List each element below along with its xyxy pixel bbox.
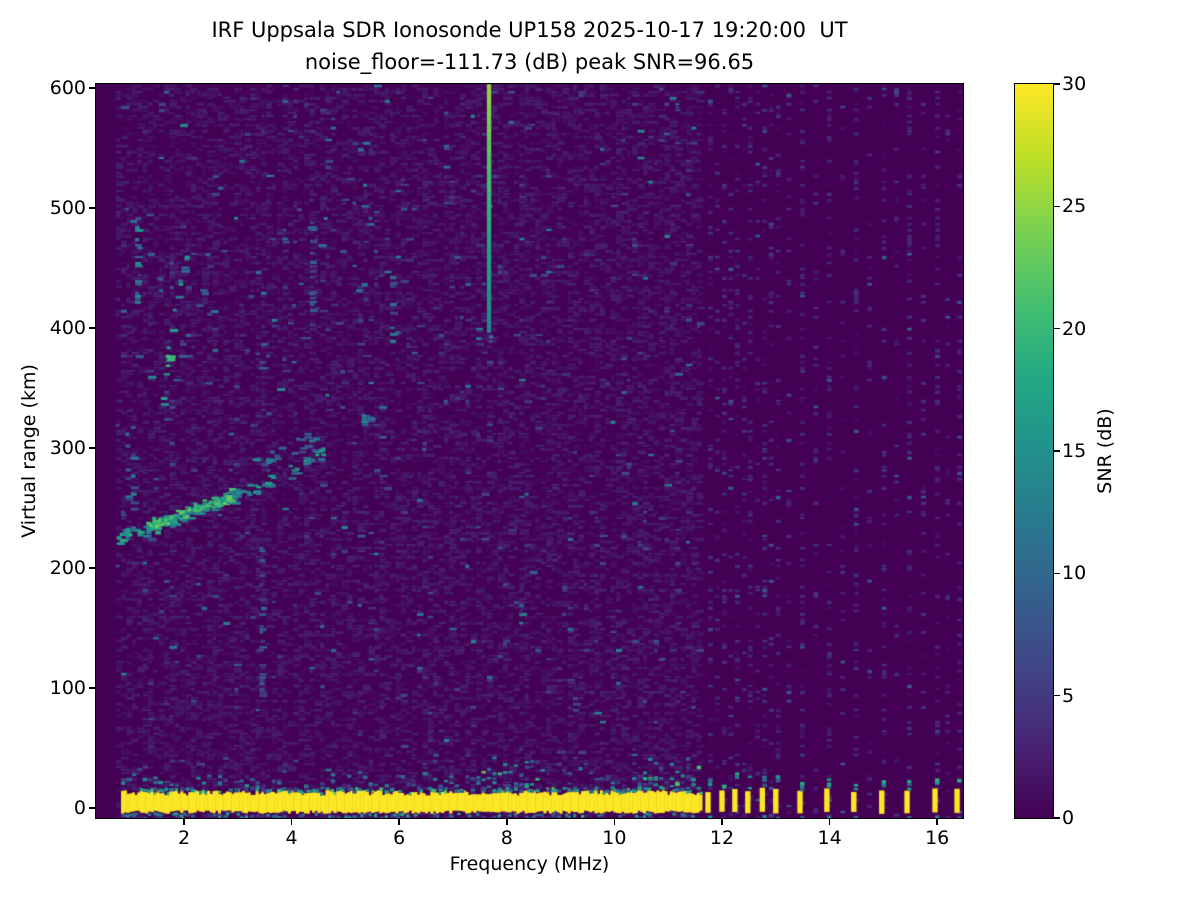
y-tick bbox=[89, 447, 96, 449]
x-tick bbox=[290, 818, 293, 825]
colorbar-tick bbox=[1053, 205, 1060, 208]
y-tick bbox=[89, 687, 96, 689]
y-tick-label: 100 bbox=[49, 677, 86, 700]
y-tick-label: 300 bbox=[49, 436, 86, 459]
x-axis-label: Frequency (MHz) bbox=[449, 853, 610, 875]
colorbar-tick bbox=[1053, 694, 1060, 697]
colorbar-tick-label: 10 bbox=[1062, 562, 1087, 585]
x-tick bbox=[613, 818, 616, 825]
colorbar-tick bbox=[1053, 83, 1060, 85]
colorbar-gradient bbox=[1015, 84, 1053, 818]
chart-title: IRF Uppsala SDR Ionosonde UP158 2025-10-… bbox=[211, 18, 848, 42]
ionogram-heatmap bbox=[96, 84, 963, 818]
x-tick-label: 10 bbox=[602, 827, 627, 849]
y-tick bbox=[89, 87, 96, 89]
colorbar-tick-label: 20 bbox=[1062, 317, 1087, 340]
x-tick bbox=[721, 818, 723, 825]
x-tick-label: 12 bbox=[709, 827, 735, 849]
x-tick bbox=[936, 818, 938, 825]
colorbar-tick bbox=[1053, 450, 1060, 452]
colorbar-tick-label: 5 bbox=[1062, 684, 1075, 707]
x-tick-label: 4 bbox=[285, 827, 298, 849]
y-tick bbox=[89, 567, 96, 569]
y-tick bbox=[89, 807, 96, 809]
colorbar-tick-label: 0 bbox=[1062, 807, 1075, 829]
colorbar-label: SNR (dB) bbox=[1094, 408, 1116, 494]
x-tick-label: 16 bbox=[925, 827, 950, 849]
y-tick-label: 500 bbox=[49, 196, 86, 219]
x-tick-label: 14 bbox=[817, 827, 842, 849]
colorbar-tick-label: 30 bbox=[1062, 73, 1087, 95]
y-tick-label: 400 bbox=[49, 316, 86, 339]
colorbar-tick-label: 25 bbox=[1062, 195, 1087, 218]
x-tick-label: 2 bbox=[177, 827, 191, 849]
colorbar-tick bbox=[1053, 327, 1060, 330]
x-tick-label: 8 bbox=[500, 827, 513, 849]
y-tick-label: 600 bbox=[49, 76, 86, 99]
x-tick bbox=[506, 818, 508, 825]
colorbar-tick bbox=[1053, 817, 1060, 819]
x-tick bbox=[828, 818, 831, 825]
y-tick bbox=[89, 207, 96, 209]
chart-subtitle: noise_floor=-111.73 (dB) peak SNR=96.65 bbox=[304, 50, 755, 74]
y-tick-label: 200 bbox=[49, 557, 86, 579]
colorbar-tick bbox=[1053, 572, 1060, 575]
colorbar-tick-label: 15 bbox=[1062, 440, 1087, 462]
x-tick bbox=[183, 818, 185, 825]
y-tick-label: 0 bbox=[73, 797, 86, 820]
x-tick bbox=[398, 818, 400, 825]
x-tick-label: 6 bbox=[393, 827, 406, 849]
y-tick bbox=[89, 327, 96, 329]
